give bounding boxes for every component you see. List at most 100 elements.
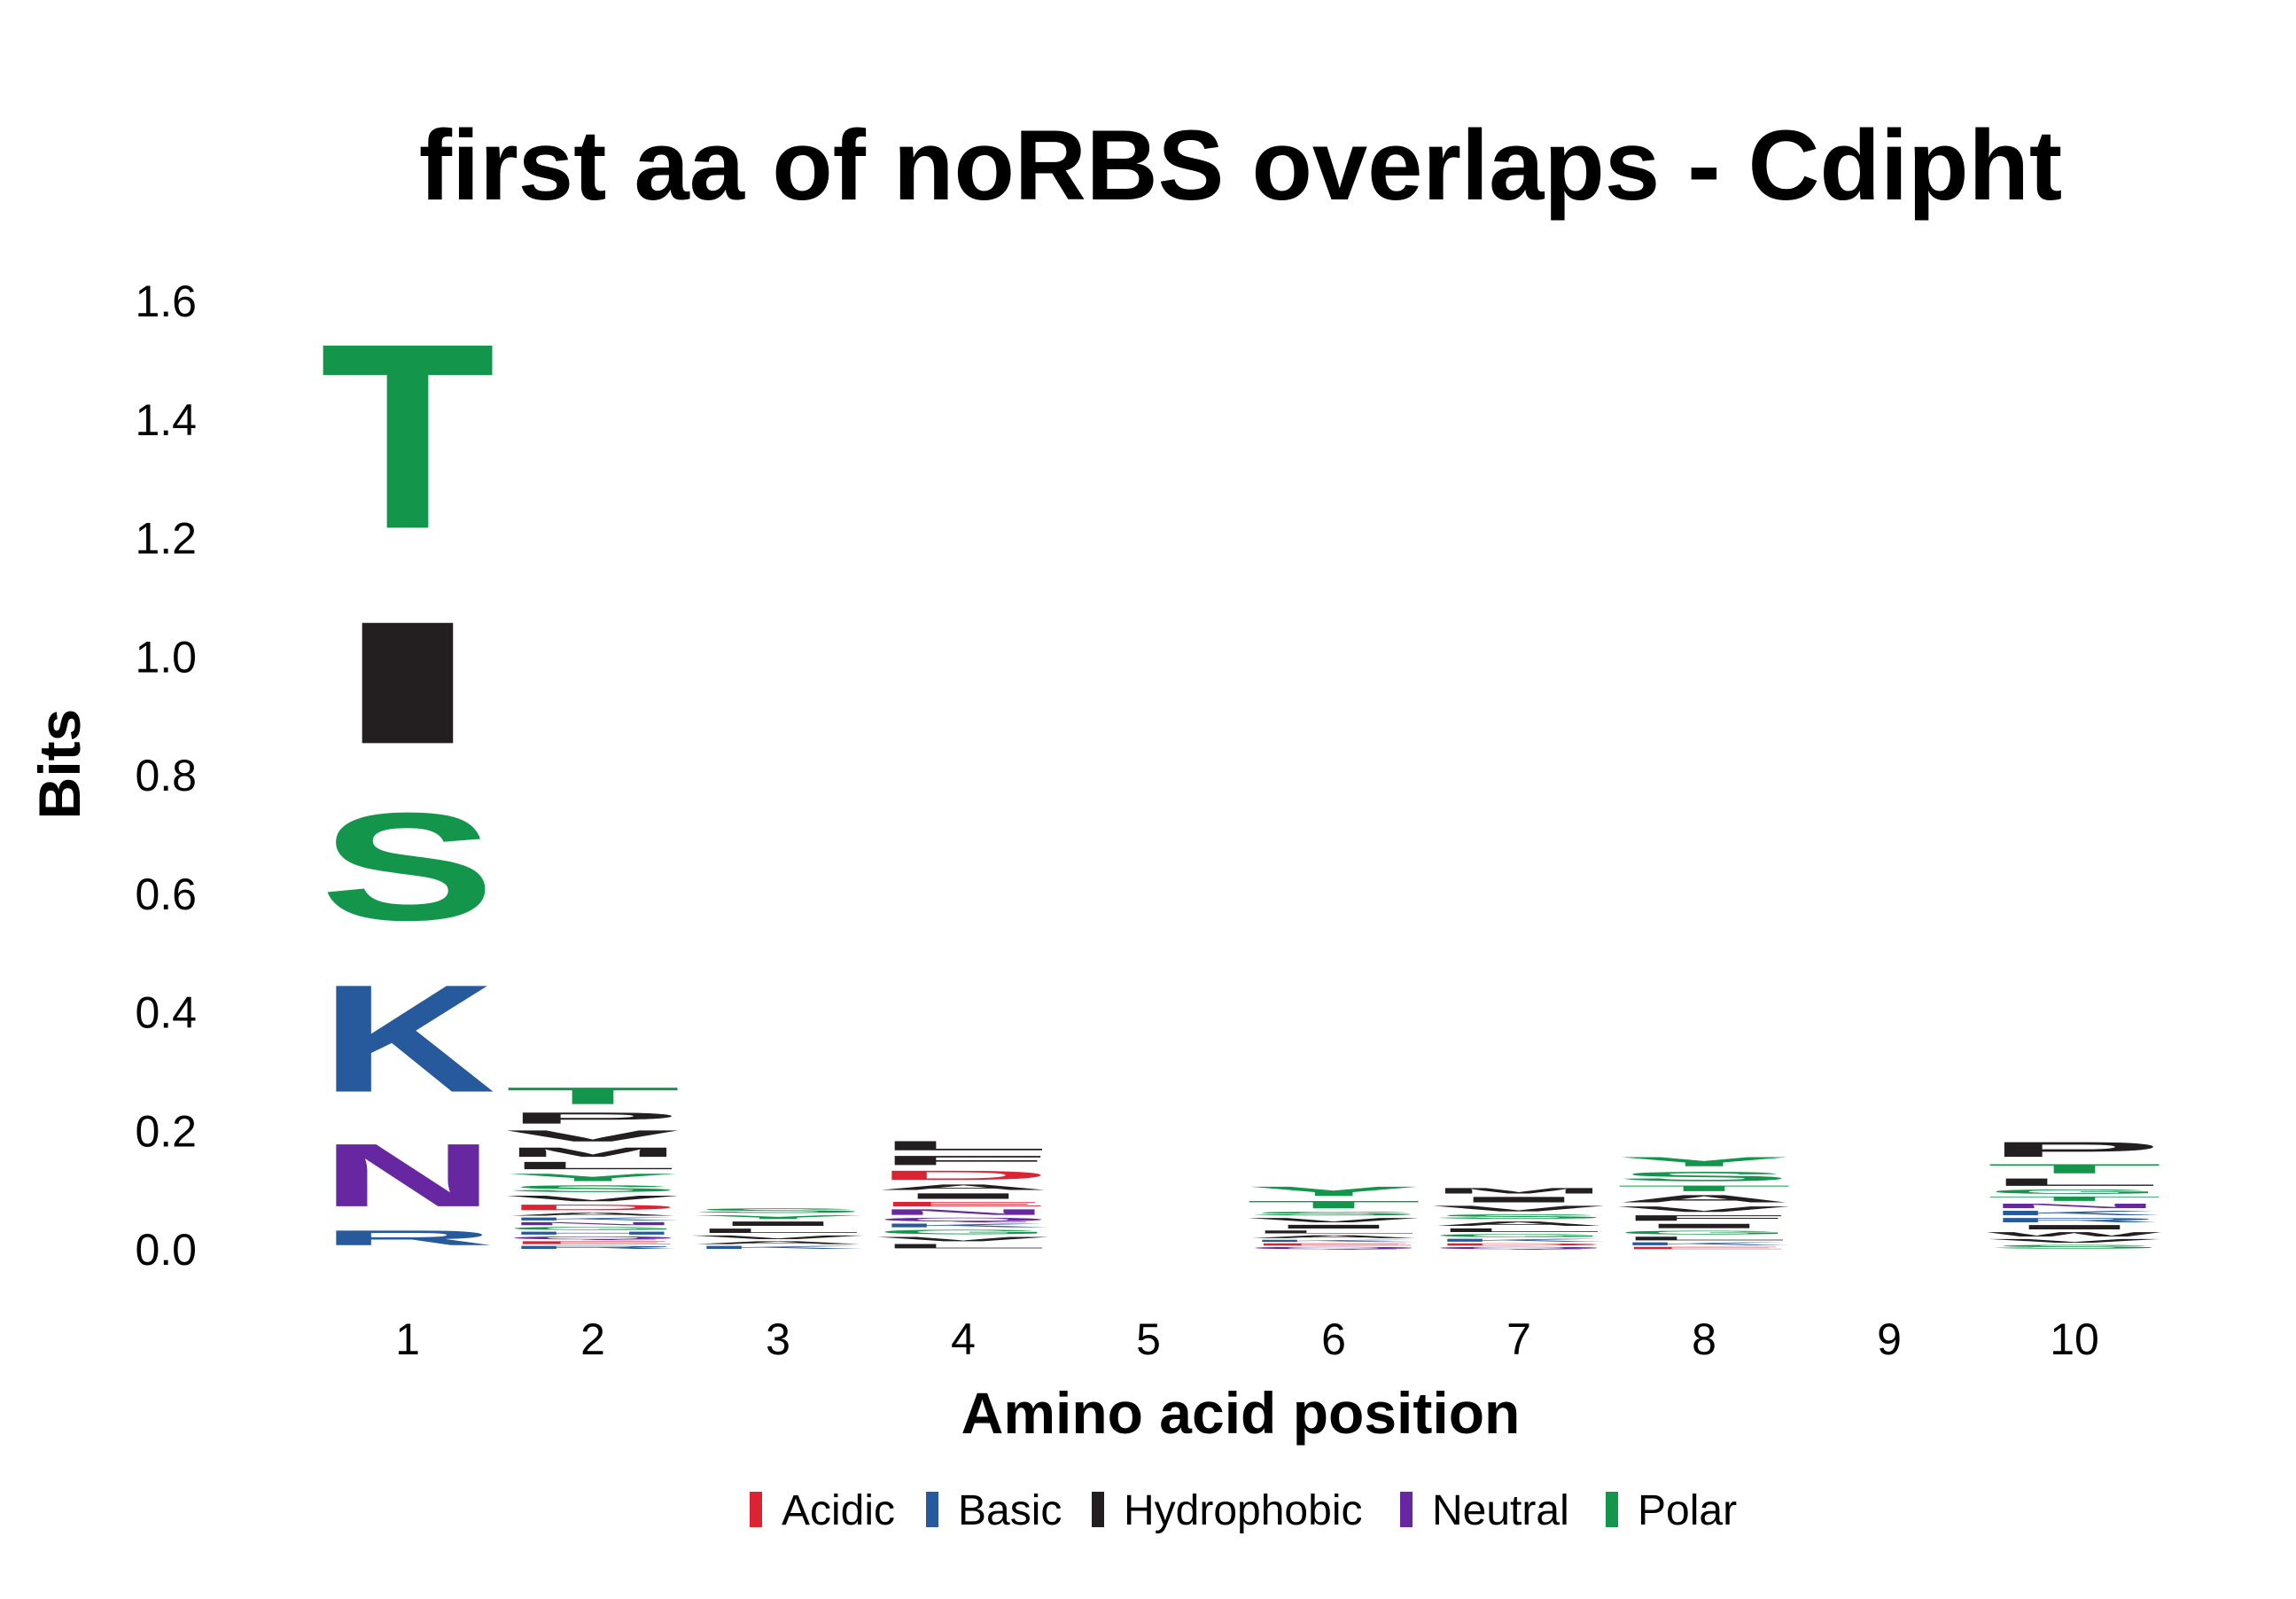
logo-letter-l: L (876, 1138, 1051, 1153)
x-tick-label: 2 (580, 1314, 605, 1364)
x-tick-label: 7 (1506, 1314, 1531, 1364)
logo-letter-g: G (505, 1226, 681, 1230)
logo-letter-v: V (505, 1127, 680, 1145)
logo-letter-a: A (690, 1240, 866, 1244)
logo-letter-n: N (505, 1221, 681, 1226)
logo-letter-l: L (690, 1228, 866, 1235)
logo-stacks: RNKSITREQHGNKADVSYLMVPTKAVLIYSLVGKQNEIAD… (320, 289, 2162, 1250)
logo-letter-k: K (690, 1245, 866, 1250)
logo-letter-g: G (1431, 1233, 1607, 1237)
logo-letter-f: F (1616, 1213, 1792, 1222)
y-axis-ticks: 0.0 0.2 0.4 0.6 0.8 1.0 1.2 1.4 1.6 (135, 277, 197, 1275)
logo-letter-v: V (876, 1236, 1050, 1243)
logo-letter-v: V (1616, 1205, 1791, 1213)
legend-label-basic: Basic (958, 1487, 1062, 1534)
y-tick-label: 0.2 (135, 1106, 197, 1156)
legend-swatch-acidic (750, 1492, 762, 1527)
logo-letter-y: Y (1246, 1184, 1421, 1199)
y-tick-label: 0.8 (135, 751, 197, 800)
x-tick-label: 10 (2050, 1314, 2099, 1364)
logo-letter-s: S (1987, 1244, 2162, 1250)
logo-letter-a: A (1431, 1221, 1607, 1228)
logo-letter-l: L (1431, 1228, 1607, 1234)
logo-letter-q: Q (1431, 1246, 1607, 1250)
logo-letter-m: M (1431, 1186, 1607, 1195)
logo-letter-g: G (1987, 1188, 2162, 1195)
logo-letter-e: E (505, 1240, 681, 1244)
logo-letter-i: I (320, 585, 495, 780)
legend-label-acidic: Acidic (782, 1487, 895, 1534)
x-tick-label: 1 (395, 1314, 420, 1364)
logo-letter-k: K (320, 952, 495, 1124)
logo-letter-k: K (1431, 1238, 1607, 1243)
logo-letter-t: T (1246, 1198, 1421, 1210)
x-tick-label: 3 (766, 1314, 790, 1364)
logo-letter-i: I (876, 1191, 1051, 1200)
logo-letter-d: D (505, 1203, 681, 1212)
logo-letter-n: N (320, 1125, 495, 1225)
logo-letter-i: I (690, 1221, 866, 1228)
logo-letter-e: E (876, 1200, 1051, 1207)
legend-swatch-polar (1606, 1492, 1618, 1527)
logo-letter-t: T (1987, 1161, 2162, 1176)
y-tick-label: 1.2 (135, 514, 197, 564)
logo-letter-m: M (505, 1145, 681, 1160)
logo-letter-y: Y (690, 1214, 866, 1221)
y-tick-label: 0.0 (135, 1225, 197, 1275)
logo-letter-d: D (876, 1168, 1051, 1183)
logo-letter-a: A (505, 1212, 681, 1216)
logo-letter-y: Y (505, 1172, 681, 1183)
logo-letter-v: V (1246, 1217, 1420, 1224)
legend-label-hydrophobic: Hydrophobic (1124, 1487, 1362, 1534)
x-tick-label: 6 (1321, 1314, 1346, 1364)
x-axis-title: Amino acid position (961, 1380, 1521, 1446)
logo-letter-a: A (1616, 1193, 1792, 1205)
logo-letter-k: K (876, 1222, 1051, 1228)
logo-letter-l: L (1246, 1229, 1421, 1234)
logo-letter-v: V (505, 1194, 680, 1203)
logo-letter-f: F (876, 1153, 1051, 1168)
logo-letter-i: I (1246, 1224, 1421, 1230)
legend-label-polar: Polar (1638, 1487, 1737, 1534)
logo-letter-v: V (1987, 1238, 2161, 1244)
x-tick-label: 8 (1692, 1314, 1716, 1364)
logo-letter-s: S (1246, 1211, 1421, 1217)
logo-letter-s: S (1431, 1213, 1607, 1221)
logo-letter-l: L (505, 1159, 681, 1171)
x-tick-label: 9 (1877, 1314, 1902, 1364)
logo-letter-k: K (1246, 1239, 1421, 1243)
logo-letter-s: S (320, 781, 495, 952)
logo-letter-p: P (1987, 1137, 2162, 1161)
x-tick-label: 4 (951, 1314, 976, 1364)
logo-letter-w: W (1987, 1231, 2162, 1238)
y-tick-label: 1.0 (135, 632, 197, 682)
logo-letter-r: R (505, 1245, 681, 1250)
legend-swatch-neutral (1400, 1492, 1413, 1527)
y-tick-label: 0.6 (135, 870, 197, 919)
legend-label-neutral: Neutral (1432, 1487, 1569, 1534)
logo-letter-q: Q (505, 1236, 681, 1240)
y-axis-title: Bits (27, 709, 92, 820)
x-axis-ticks: 1 2 3 4 5 6 7 8 9 10 (395, 1314, 2099, 1364)
logo-letter-l: L (1987, 1176, 2162, 1188)
x-tick-label: 5 (1136, 1314, 1161, 1364)
y-tick-label: 0.4 (135, 988, 197, 1038)
logo-letter-i: I (1431, 1195, 1607, 1204)
y-tick-label: 1.6 (135, 277, 197, 326)
logo-letter-g: G (1616, 1229, 1792, 1236)
logo-letter-q: Q (876, 1217, 1051, 1223)
logo-letter-k: K (505, 1217, 681, 1221)
logo-letter-s: S (1616, 1169, 1792, 1184)
logo-letter-g: G (876, 1228, 1051, 1236)
logo-letter-r: R (1987, 1217, 2162, 1224)
logo-letter-t: T (1987, 1195, 2162, 1202)
logo-letter-s: S (690, 1207, 866, 1214)
